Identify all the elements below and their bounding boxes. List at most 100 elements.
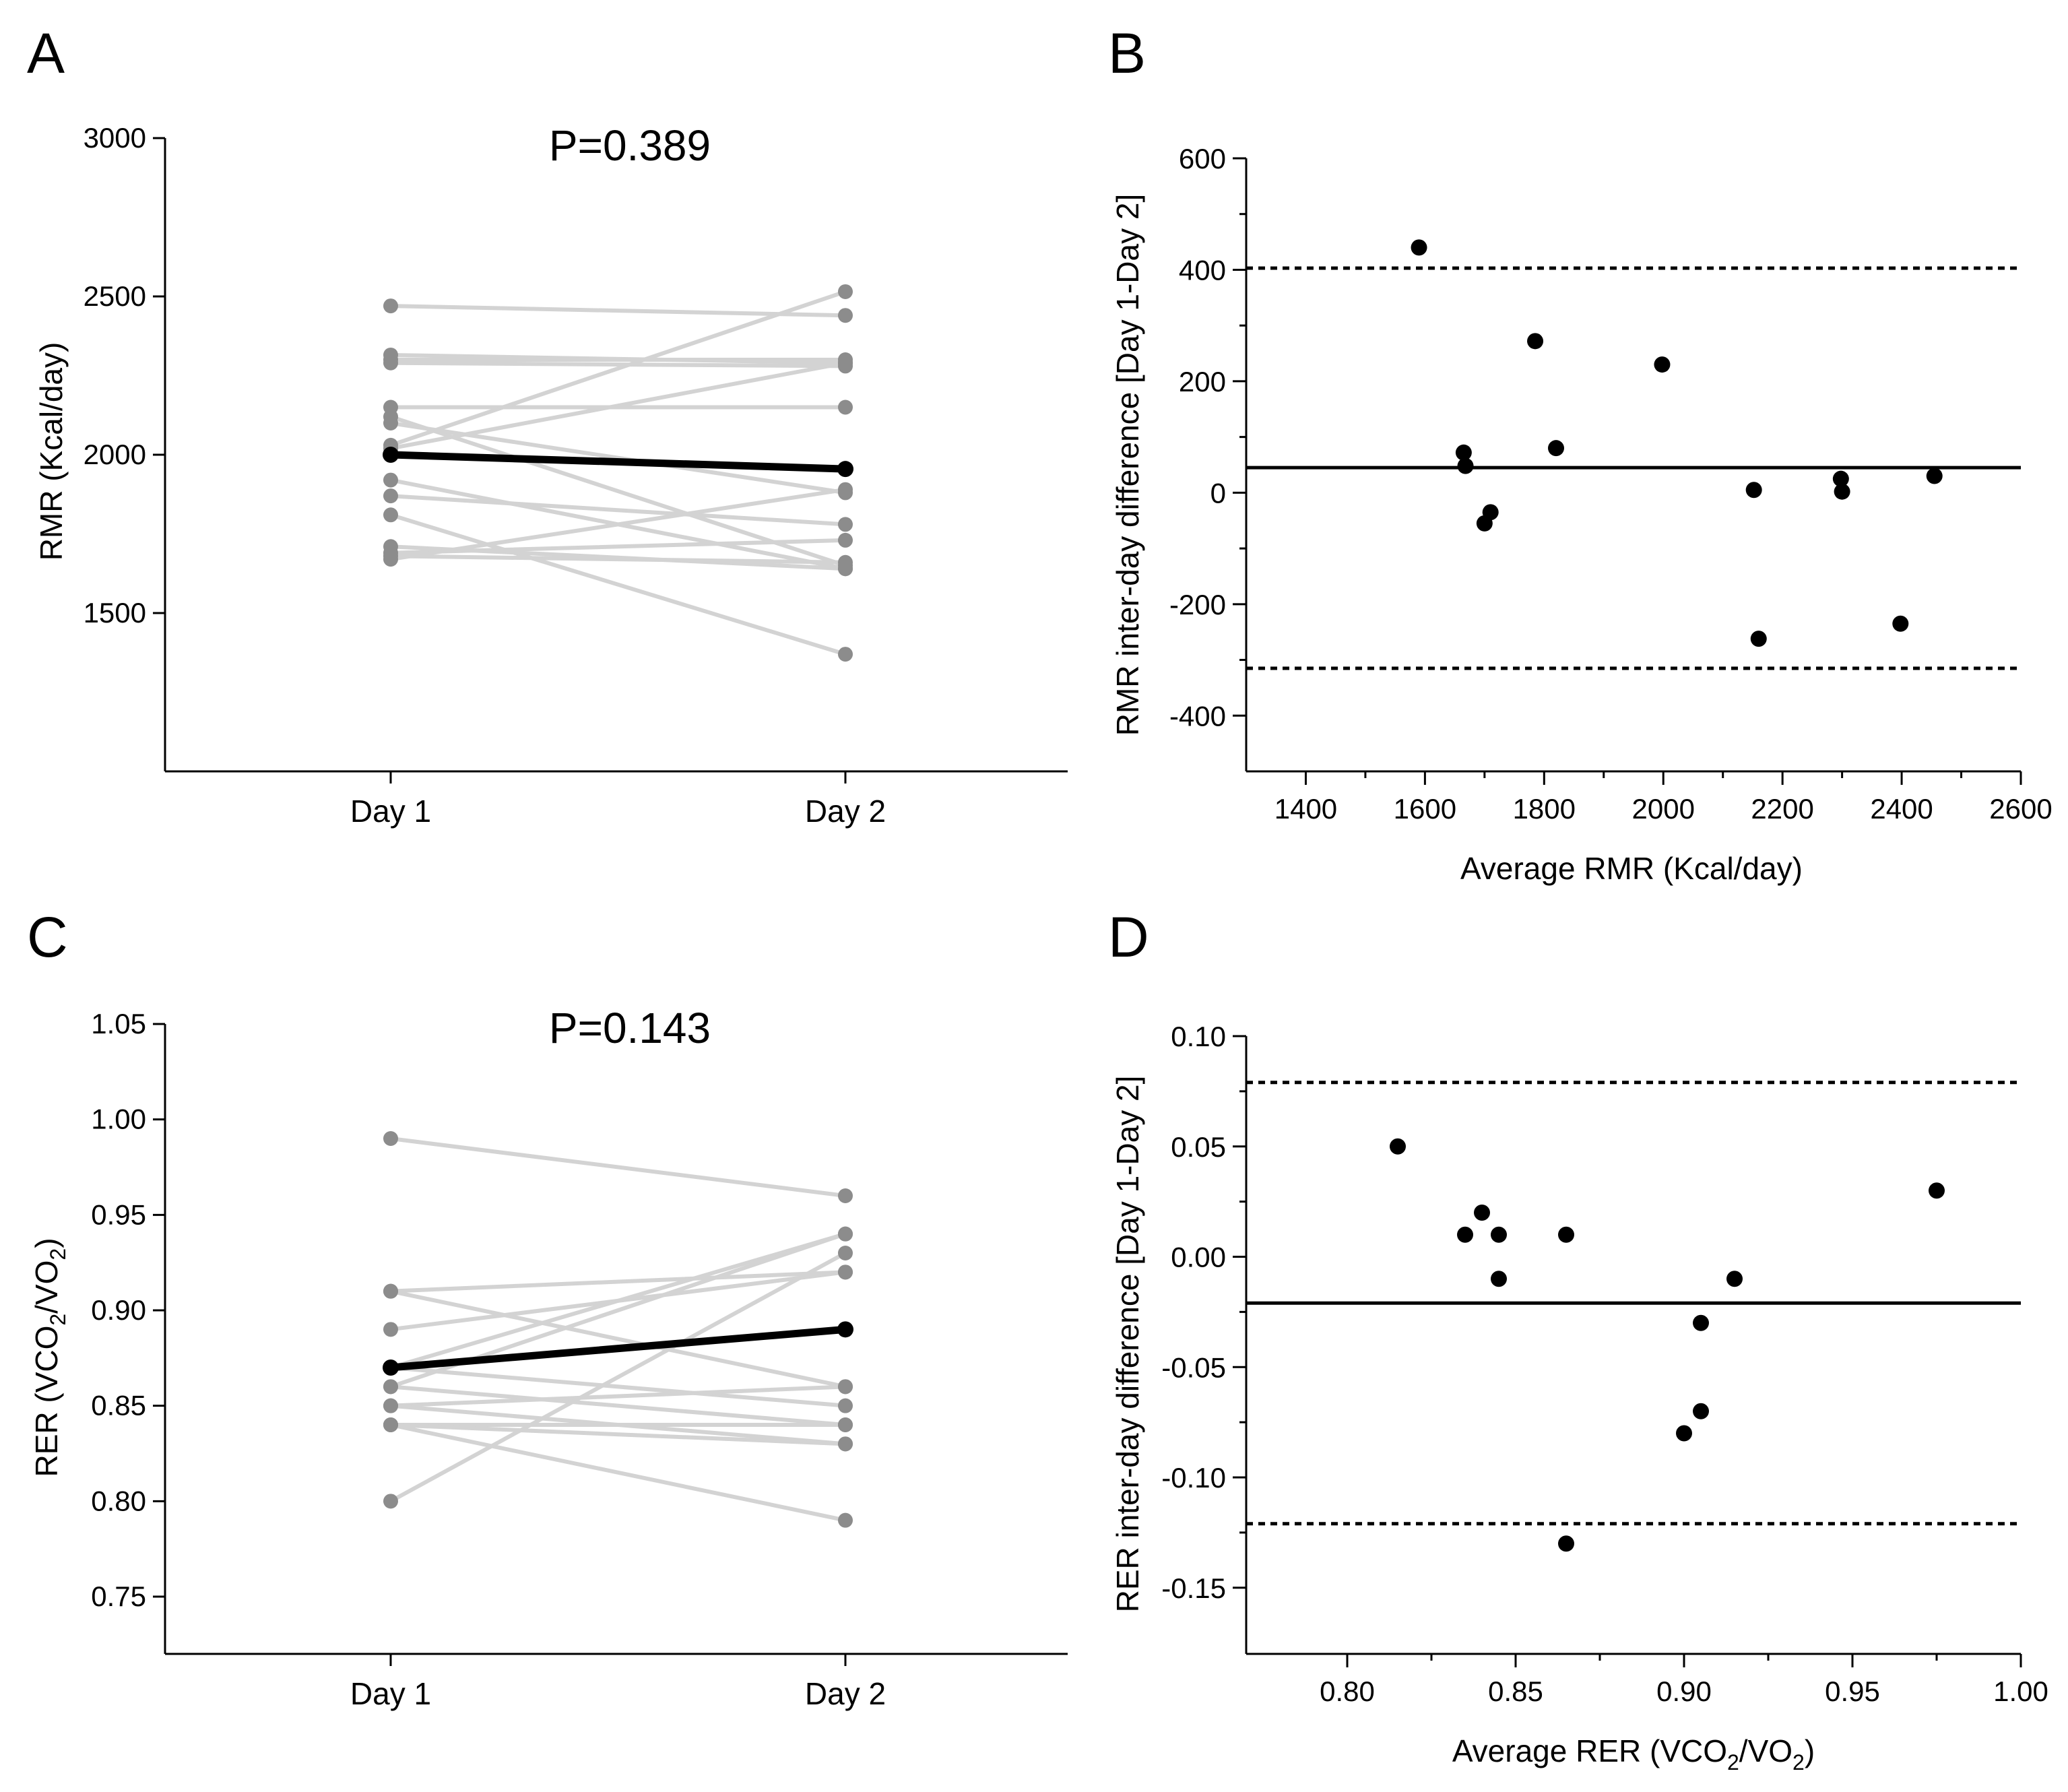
panel-a-subject-point [838, 554, 853, 570]
panel-d-points [1390, 1138, 1945, 1552]
panel-c-y-tick-label: 0.95 [91, 1198, 146, 1230]
panel-b-points [1411, 239, 1943, 647]
panel-c-subject-line [389, 1289, 847, 1389]
panel-b-x-tick-label: 1400 [1274, 793, 1337, 825]
panel-c-subject-line [389, 1366, 847, 1408]
panel-a-mean-point [837, 461, 853, 478]
panel-a-subject-point [838, 482, 853, 497]
panel-a-subject-point [383, 355, 398, 371]
panel-c-lines [387, 1137, 849, 1523]
panel-c-axes: 0.75 0.80 0.85 0.90 0.95 1.00 1.05 Day 1 Day 2 [91, 1008, 1068, 1711]
panel-a-subject-line [389, 289, 847, 447]
panel-d-y-tick-label: -0.05 [1161, 1351, 1226, 1383]
panel-d: D Average RER (VCO2/VO2) RER inter-day d… [1108, 905, 2048, 1774]
panel-b-x-tick-label: 1600 [1394, 793, 1456, 825]
panel-a-subject-point [838, 355, 853, 371]
panel-a-subject-point [838, 284, 853, 299]
panel-b-y-tick-label: 400 [1179, 254, 1226, 286]
panel-a-y-tick-label: 1500 [84, 597, 146, 629]
panel-b-data-point [1892, 615, 1909, 632]
panel-c-ylabel: RER (VCO2/VO2) [29, 1238, 70, 1477]
panel-d-data-point [1726, 1271, 1743, 1287]
panel-c-y-tick-label: 0.80 [91, 1485, 146, 1516]
panel-c-y-tick-label: 1.05 [91, 1008, 146, 1039]
panel-d-x-tick-label: 0.95 [1825, 1675, 1880, 1707]
panel-d-y-tick-label: -0.15 [1161, 1572, 1226, 1604]
panel-letter-c: C [27, 905, 68, 969]
panel-c-subject-point [383, 1417, 398, 1432]
panel-d-data-point [1693, 1403, 1709, 1419]
panel-d-y-tick-label: 0.00 [1171, 1242, 1226, 1273]
panel-b-data-point [1548, 440, 1564, 457]
panel-a-subject-line [389, 554, 847, 565]
panel-d-y-tick-label: 0.10 [1171, 1021, 1226, 1052]
panel-letter-a: A [27, 22, 65, 85]
panel-a: A P=0.389 RMR (Kcal/day) 1500 2000 2500 300… [27, 22, 1068, 829]
panel-a-subject-line [389, 494, 847, 527]
panel-a-lines [387, 289, 849, 657]
panel-a-points [383, 284, 853, 662]
panel-b-data-point [1834, 483, 1850, 500]
panel-c-y-tick-label: 0.85 [91, 1390, 146, 1421]
panel-c-mean-point [837, 1321, 853, 1338]
panel-a-subject-point [383, 416, 398, 430]
panel-c-points [383, 1131, 853, 1528]
panel-a-subject-line [389, 360, 847, 369]
xlabel-part-1: Average RER (VCO [1452, 1733, 1727, 1768]
panel-a-axes: 1500 2000 2500 3000 Day 1 Day 2 [84, 122, 1068, 829]
panel-c-subject-line [389, 1384, 847, 1427]
panel-c-mean-point [383, 1359, 399, 1376]
panel-c-subject-line [389, 1423, 847, 1523]
panel-a-y-tick-label: 3000 [84, 122, 146, 154]
panel-c-subject-point [383, 1494, 398, 1509]
panel-d-data-point [1390, 1138, 1406, 1155]
xlabel-part-3: ) [1805, 1733, 1815, 1768]
panel-c-category-label: Day 1 [350, 1676, 431, 1711]
panel-b-y-tick-label: 0 [1210, 477, 1226, 509]
panel-c-subject-point [383, 1322, 398, 1337]
panel-b-y-tick-label: -200 [1169, 589, 1226, 620]
panel-letter-b: B [1108, 22, 1146, 85]
panel-b-x-tick-label: 2400 [1870, 793, 1933, 825]
panel-c-subject-point [383, 1283, 398, 1299]
panel-a-category-label: Day 1 [350, 794, 431, 829]
panel-a-mean-line [387, 451, 849, 473]
panel-c-subject-line [389, 1137, 847, 1198]
ylabel-part-2: /VO [29, 1260, 64, 1314]
panel-b-data-point [1832, 470, 1849, 487]
panel-b-reference-lines [1246, 266, 2021, 670]
panel-d-data-point [1457, 1226, 1473, 1243]
ylabel-sub-2: 2 [46, 1248, 70, 1260]
panel-b: B Average RMR (Kcal/day) RMR inter-day d… [1108, 22, 2053, 886]
panel-c-subject-point [838, 1512, 853, 1528]
panel-a-subject-point [838, 399, 853, 415]
panel-b-data-point [1455, 444, 1472, 461]
panel-b-axes: -400 -200 0 200 400 600 1400 1600 1800 2000 2200 24… [1169, 143, 2053, 825]
panel-d-x-tick-label: 0.85 [1488, 1675, 1543, 1707]
panel-d-data-point [1693, 1314, 1709, 1331]
panel-c-subject-line [389, 1231, 847, 1370]
ylabel-sub-1: 2 [46, 1314, 70, 1326]
panel-b-ylabel: RMR inter-day difference [Day 1-Day 2] [1110, 194, 1145, 736]
panel-a-subject-point [838, 647, 853, 662]
panel-a-ylabel: RMR (Kcal/day) [34, 342, 69, 561]
panel-d-data-point [1491, 1271, 1507, 1287]
panel-c-subject-point [838, 1436, 853, 1452]
panel-c-subject-line [389, 1423, 847, 1446]
panel-d-x-tick-label: 1.00 [1993, 1675, 2048, 1707]
panel-b-y-tick-label: -400 [1169, 700, 1226, 732]
panel-a-subject-point [838, 532, 853, 548]
panel-d-x-tick-label: 0.80 [1320, 1675, 1375, 1707]
panel-d-reference-lines [1246, 1081, 2021, 1526]
panel-a-subject-point [383, 472, 398, 488]
panel-c-subject-point [838, 1188, 853, 1203]
panel-b-data-point [1654, 356, 1671, 373]
panel-a-subject-line [389, 513, 847, 657]
panel-d-data-point [1558, 1535, 1574, 1552]
panel-b-x-tick-label: 2000 [1632, 793, 1695, 825]
panel-c-mean-line [387, 1325, 849, 1372]
panel-c-subject-line [389, 1384, 847, 1408]
panel-c-category-label: Day 2 [805, 1676, 886, 1711]
panel-c-subject-point [838, 1226, 853, 1242]
